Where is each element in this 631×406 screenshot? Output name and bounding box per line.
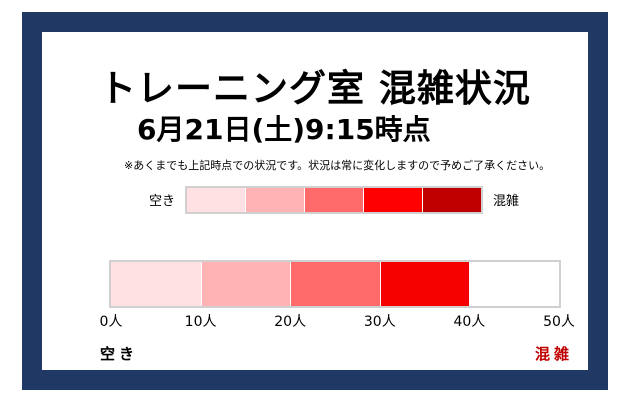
outer-frame: トレーニング室 混雑状況 6月21日(土)9:15時点 ※あくまでも上記時点での… xyxy=(22,12,608,390)
gauge-segment-1 xyxy=(111,262,201,306)
legend-swatch-5 xyxy=(422,188,481,212)
legend-high-label: 混雑 xyxy=(493,194,520,209)
tick-label: 10人 xyxy=(184,314,217,330)
gauge-low-label: 空き xyxy=(100,345,139,363)
gauge-segment-2 xyxy=(200,262,291,306)
disclaimer-note: ※あくまでも上記時点での状況です。状況は常に変化しますので予めご了承ください。 xyxy=(124,159,551,172)
timestamp: 6月21日(土)9:15時点 xyxy=(137,113,431,146)
content-panel: トレーニング室 混雑状況 6月21日(土)9:15時点 ※あくまでも上記時点での… xyxy=(42,32,588,370)
congestion-gauge xyxy=(109,260,561,308)
page-title: トレーニング室 混雑状況 xyxy=(99,67,531,110)
tick-label: 50人 xyxy=(543,314,575,330)
gauge-segment-4 xyxy=(379,262,470,306)
legend-swatch-1 xyxy=(187,188,245,212)
gauge-segment-3 xyxy=(290,262,380,306)
gauge-ticks: 0人 10人 20人 30人 40人 50人 xyxy=(42,311,588,331)
legend-low-label: 空き xyxy=(149,194,176,209)
color-legend xyxy=(185,186,483,214)
legend-swatch-3 xyxy=(304,188,363,212)
legend-swatch-4 xyxy=(363,188,422,212)
gauge-high-label: 混雑 xyxy=(535,345,574,363)
legend-swatch-2 xyxy=(245,188,304,212)
tick-label: 0人 xyxy=(99,314,123,330)
tick-label: 30人 xyxy=(363,314,396,330)
tick-label: 20人 xyxy=(274,314,307,330)
tick-label: 40人 xyxy=(453,314,486,330)
